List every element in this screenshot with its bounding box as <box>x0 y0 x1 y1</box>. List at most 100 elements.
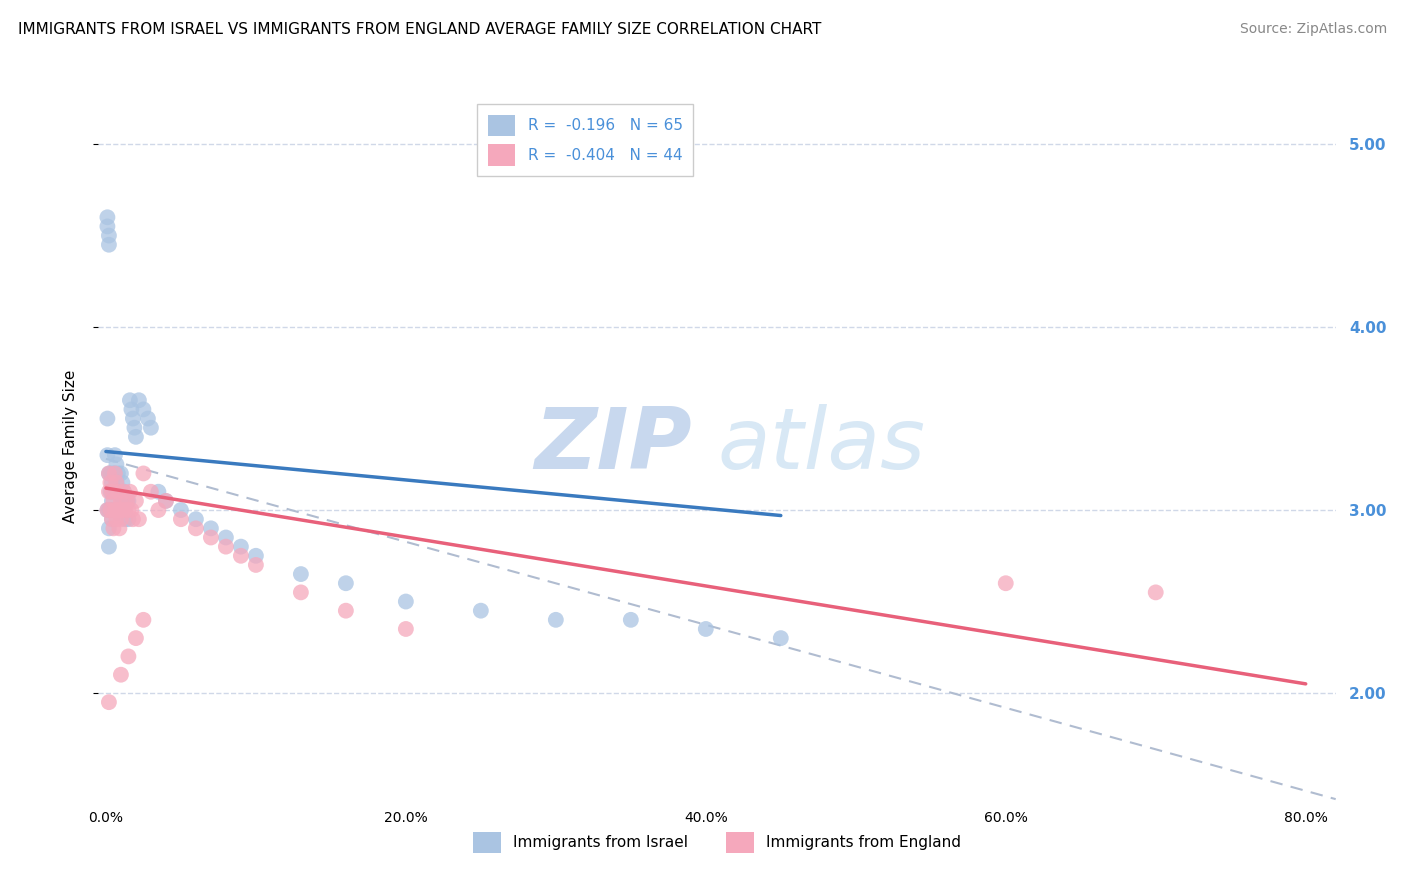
Point <box>104 448 127 462</box>
Point <box>245 549 267 563</box>
Point <box>105 512 128 526</box>
Point <box>215 531 238 545</box>
Point <box>105 503 128 517</box>
Point <box>103 467 125 481</box>
Point <box>1144 585 1167 599</box>
Point <box>96 503 118 517</box>
Point <box>122 411 145 425</box>
Point <box>470 604 492 618</box>
Point <box>107 467 129 481</box>
Point <box>110 484 132 499</box>
Point <box>769 631 792 645</box>
Point <box>105 475 128 490</box>
Point <box>111 475 134 490</box>
Point <box>97 228 120 243</box>
Text: Source: ZipAtlas.com: Source: ZipAtlas.com <box>1240 22 1388 37</box>
Legend: Immigrants from Israel, Immigrants from England: Immigrants from Israel, Immigrants from … <box>467 825 967 859</box>
Point <box>96 448 118 462</box>
Point <box>104 503 127 517</box>
Point <box>114 512 136 526</box>
Point <box>104 503 127 517</box>
Point <box>96 411 118 425</box>
Point <box>97 467 120 481</box>
Point <box>184 512 207 526</box>
Point <box>101 512 124 526</box>
Point <box>100 467 122 481</box>
Point <box>148 484 170 499</box>
Point <box>245 558 267 572</box>
Point <box>112 484 135 499</box>
Point <box>110 503 132 517</box>
Point <box>108 503 131 517</box>
Point <box>105 458 128 472</box>
Point <box>170 503 193 517</box>
Point <box>170 512 193 526</box>
Point <box>104 467 127 481</box>
Point <box>111 503 134 517</box>
Point <box>120 402 142 417</box>
Point <box>124 420 146 434</box>
Point <box>122 512 145 526</box>
Text: ZIP: ZIP <box>534 404 692 488</box>
Point <box>125 494 148 508</box>
Point <box>125 631 148 645</box>
Point <box>290 585 312 599</box>
Point <box>118 484 141 499</box>
Point <box>395 622 418 636</box>
Point <box>111 494 134 508</box>
Point <box>994 576 1017 591</box>
Point <box>107 484 129 499</box>
Point <box>105 475 128 490</box>
Point <box>128 512 150 526</box>
Point <box>110 512 132 526</box>
Point <box>290 567 312 582</box>
Point <box>117 512 139 526</box>
Point <box>100 503 122 517</box>
Point <box>620 613 643 627</box>
Point <box>114 494 136 508</box>
Point <box>108 521 131 535</box>
Point <box>101 484 124 499</box>
Point <box>115 494 138 508</box>
Point <box>107 484 129 499</box>
Point <box>139 420 162 434</box>
Point <box>200 531 222 545</box>
Point <box>229 540 252 554</box>
Point <box>107 503 129 517</box>
Point <box>155 494 177 508</box>
Point <box>103 484 125 499</box>
Point <box>118 393 141 408</box>
Point <box>97 540 120 554</box>
Point <box>132 402 155 417</box>
Point <box>100 484 122 499</box>
Point <box>395 594 418 608</box>
Point <box>96 503 118 517</box>
Point <box>132 613 155 627</box>
Text: atlas: atlas <box>717 404 925 488</box>
Point <box>96 219 118 234</box>
Point <box>117 649 139 664</box>
Point <box>107 503 129 517</box>
Point <box>97 503 120 517</box>
Point <box>128 393 150 408</box>
Point <box>229 549 252 563</box>
Point <box>125 430 148 444</box>
Text: IMMIGRANTS FROM ISRAEL VS IMMIGRANTS FROM ENGLAND AVERAGE FAMILY SIZE CORRELATIO: IMMIGRANTS FROM ISRAEL VS IMMIGRANTS FRO… <box>18 22 821 37</box>
Point <box>132 467 155 481</box>
Point <box>96 211 118 225</box>
Point <box>184 521 207 535</box>
Point <box>117 494 139 508</box>
Point <box>136 411 159 425</box>
Point <box>335 576 357 591</box>
Point <box>110 467 132 481</box>
Point <box>148 503 170 517</box>
Point <box>103 521 125 535</box>
Point <box>117 503 139 517</box>
Point <box>544 613 567 627</box>
Point <box>112 503 135 517</box>
Point <box>104 484 127 499</box>
Point <box>115 494 138 508</box>
Point <box>335 604 357 618</box>
Point <box>97 467 120 481</box>
Point <box>120 503 142 517</box>
